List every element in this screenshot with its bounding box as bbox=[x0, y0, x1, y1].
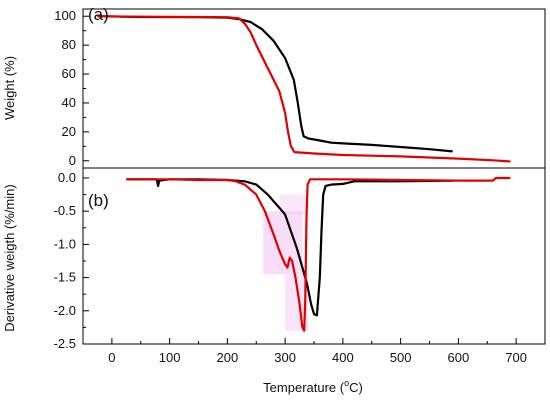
panel-b-ticks: -2.5 -2.0 -1.5 -1.0 -0.5 0.0 0 100 200 300 400 500 6… bbox=[54, 170, 527, 365]
x-tick-label: 600 bbox=[448, 350, 470, 365]
x-axis-title: Temperature (oC) bbox=[263, 378, 363, 395]
y-tick-label: 100 bbox=[54, 8, 76, 23]
panel-a: 0 20 40 60 80 100 (a) bbox=[54, 5, 546, 169]
x-tick-label: 300 bbox=[274, 350, 296, 365]
panel-a-series bbox=[97, 15, 511, 163]
y-axis-title-bottom: Derivative weigth (%/min) bbox=[2, 184, 17, 331]
x-tick-label: 400 bbox=[332, 350, 354, 365]
y-tick-label: 80 bbox=[62, 37, 76, 52]
panel-a-label: (a) bbox=[88, 5, 109, 24]
series-line bbox=[126, 176, 511, 332]
y-tick-label: 0.0 bbox=[58, 170, 76, 185]
x-tick-label: 700 bbox=[505, 350, 527, 365]
x-tick-label: 0 bbox=[108, 350, 115, 365]
x-tick-label: 200 bbox=[217, 350, 239, 365]
peak-highlight bbox=[279, 194, 306, 215]
panel-b-series bbox=[126, 176, 511, 332]
y-tick-label: -1.5 bbox=[54, 270, 76, 285]
panel-b-frame bbox=[82, 167, 546, 345]
panel-a-y-ticks: 0 20 40 60 80 100 bbox=[54, 8, 89, 168]
panel-a-frame bbox=[82, 8, 546, 169]
panel-b-label: (b) bbox=[88, 191, 109, 210]
y-tick-label: -1.0 bbox=[54, 236, 76, 251]
series-line bbox=[97, 15, 511, 163]
y-tick-label: -0.5 bbox=[54, 203, 76, 218]
y-tick-label: 20 bbox=[62, 124, 76, 139]
y-tick-label: 60 bbox=[62, 66, 76, 81]
panel-b: -2.5 -2.0 -1.5 -1.0 -0.5 0.0 0 100 200 300 400 500 6… bbox=[54, 167, 546, 365]
y-tick-label: 0 bbox=[69, 153, 76, 168]
y-tick-label: -2.0 bbox=[54, 303, 76, 318]
x-tick-label: 100 bbox=[159, 350, 181, 365]
x-axis-title-suffix: C) bbox=[349, 380, 363, 395]
y-axis-title-top: Weight (%) bbox=[2, 56, 17, 120]
x-axis-title-prefix: Temperature ( bbox=[263, 380, 345, 395]
peak-highlight bbox=[285, 274, 309, 331]
x-axis-title-degree: o bbox=[344, 378, 349, 388]
y-tick-label: 40 bbox=[62, 95, 76, 110]
y-tick-label: -2.5 bbox=[54, 336, 76, 351]
x-tick-label: 500 bbox=[390, 350, 412, 365]
